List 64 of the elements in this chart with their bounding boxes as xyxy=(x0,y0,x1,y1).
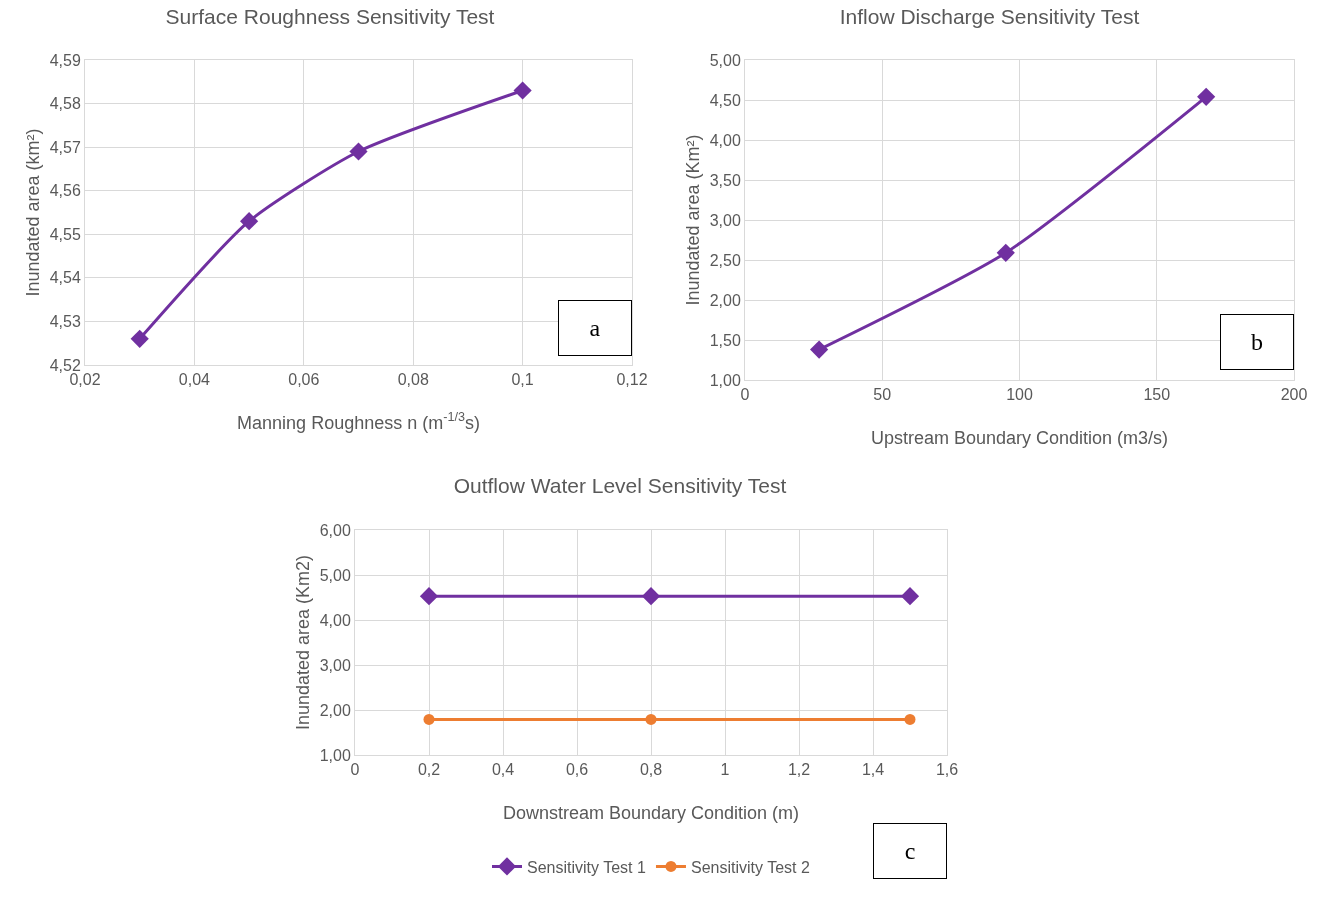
x-tick-label: 0,12 xyxy=(616,371,648,389)
y-tick-label: 5,00 xyxy=(709,51,741,69)
text: c xyxy=(904,838,916,864)
x-tick-label: 0,08 xyxy=(397,371,429,389)
y-tick-label: 1,00 xyxy=(709,371,741,389)
y-tick-label: 6,00 xyxy=(319,521,351,539)
x-tick-label: 1,6 xyxy=(935,761,959,779)
legend-label: Sensitivity Test 2 xyxy=(690,858,810,876)
x-tick-label: 0,1 xyxy=(511,371,534,389)
y-tick-label: 4,59 xyxy=(49,51,81,69)
y-tick-label: 2,50 xyxy=(709,251,741,269)
y-tick-label: 2,00 xyxy=(319,701,351,719)
y-tick-label: 4,58 xyxy=(49,95,81,113)
x-tick-label: 0,2 xyxy=(417,761,441,779)
x-tick-label: 1 xyxy=(720,761,730,779)
x-tick-label: 0 xyxy=(740,386,750,404)
y-tick-label: 1,00 xyxy=(319,746,351,764)
annotation: b xyxy=(1251,329,1263,355)
y-tick-label: 4,55 xyxy=(49,225,81,243)
y-tick-label: 4,53 xyxy=(49,313,81,331)
y-axis-title: Inundated area (Km2) xyxy=(293,554,313,731)
x-tick-label: 0,6 xyxy=(565,761,589,779)
point xyxy=(513,81,532,100)
y-tick-label: 4,54 xyxy=(49,269,81,287)
point xyxy=(349,142,368,161)
x-tick-label: 50 xyxy=(873,386,892,404)
point xyxy=(240,212,259,231)
y-tick-label: 4,50 xyxy=(709,91,741,109)
annotation: a xyxy=(589,315,601,341)
chart-title: Inflow Discharge Sensitivity Test xyxy=(839,4,1140,28)
y-tick-label: 4,00 xyxy=(709,131,741,149)
legend-label: Sensitivity Test 1 xyxy=(527,858,646,876)
y-axis-title: Inundated area (km²) xyxy=(23,128,43,297)
x-tick-label: 0 xyxy=(350,761,360,779)
point xyxy=(996,243,1015,262)
y-tick-label: 4,52 xyxy=(49,356,81,374)
y-axis-title: Inundated area (Km²) xyxy=(683,134,703,306)
point xyxy=(1197,87,1216,106)
y-tick-label: 3,00 xyxy=(319,656,351,674)
y-tick-label: 4,57 xyxy=(49,138,81,156)
x-axis-title: Upstream Boundary Condition (m3/s) xyxy=(870,428,1169,448)
x-tick-label: 0,8 xyxy=(639,761,663,779)
y-tick-label: 1,50 xyxy=(709,331,741,349)
y-tick-label: 4,00 xyxy=(319,611,351,629)
x-tick-label: 0,04 xyxy=(178,371,211,389)
chart-title: Surface Roughness Sensitivity Test xyxy=(165,4,495,28)
x-tick-label: 200 xyxy=(1280,386,1308,404)
x-tick-label: 150 xyxy=(1143,386,1171,404)
chart-title: Outflow Water Level Sensitivity Test xyxy=(453,474,787,498)
y-tick-label: 2,00 xyxy=(709,291,741,309)
x-tick-label: 1,2 xyxy=(787,761,811,779)
x-axis-title: Downstream Boundary Condition (m) xyxy=(502,803,800,823)
y-tick-label: 5,00 xyxy=(319,566,351,584)
x-tick-label: 0,02 xyxy=(69,371,101,389)
point xyxy=(810,340,829,359)
y-tick-label: 3,00 xyxy=(709,211,741,229)
x-axis-title: Manning Roughness n (m$^{-1/3}$s) xyxy=(237,410,480,433)
x-tick-label: 0,06 xyxy=(288,371,320,389)
point xyxy=(130,329,149,348)
x-tick-label: 0,4 xyxy=(491,761,515,779)
x-tick-label: 1,4 xyxy=(861,761,885,779)
y-tick-label: 3,50 xyxy=(709,171,741,189)
y-tick-label: 4,56 xyxy=(49,182,81,200)
x-tick-label: 100 xyxy=(1006,386,1033,404)
